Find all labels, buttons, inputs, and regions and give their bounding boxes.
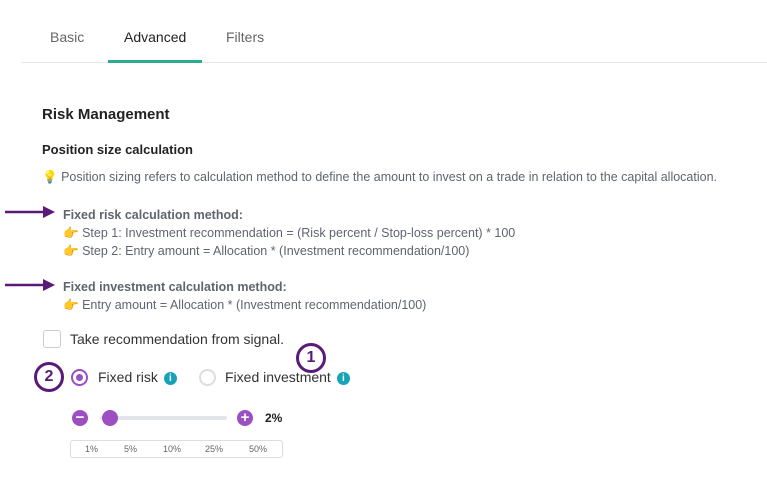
fixed-investment-option[interactable]: Fixed investment i bbox=[225, 369, 350, 385]
slider-thumb[interactable] bbox=[102, 410, 119, 426]
info-icon[interactable]: i bbox=[163, 371, 177, 385]
step-item: 👉 Entry amount = Allocation * (Investmen… bbox=[63, 298, 427, 312]
lightbulb-icon: 💡 bbox=[42, 170, 58, 184]
step-item: 👉 Step 2: Entry amount = Allocation * (I… bbox=[63, 244, 470, 258]
fixed-risk-block: Fixed risk calculation method: 👉 Step 1:… bbox=[63, 206, 515, 260]
preset-50[interactable]: 50% bbox=[249, 444, 268, 454]
info-icon[interactable]: i bbox=[336, 371, 350, 385]
checkbox-label[interactable]: Take recommendation from signal. bbox=[70, 331, 284, 347]
preset-10[interactable]: 10% bbox=[163, 444, 182, 454]
annotation-2: 2 bbox=[34, 362, 64, 392]
decrease-button[interactable]: − bbox=[72, 410, 88, 426]
tab-filters[interactable]: Filters bbox=[226, 29, 265, 45]
preset-bar bbox=[70, 440, 283, 458]
slider-value: 2% bbox=[265, 411, 283, 425]
active-tab-underline bbox=[108, 60, 202, 63]
info-text: Position sizing refers to calculation me… bbox=[61, 170, 718, 184]
radio-fixed-risk[interactable] bbox=[71, 369, 88, 386]
fixed-risk-option[interactable]: Fixed risk i bbox=[98, 369, 177, 385]
preset-1[interactable]: 1% bbox=[85, 444, 99, 454]
fixed-risk-title: Fixed risk calculation method: bbox=[63, 208, 243, 222]
recommendation-checkbox[interactable] bbox=[43, 330, 61, 348]
pointing-hand-icon: 👉 bbox=[63, 244, 79, 258]
tab-divider bbox=[22, 62, 767, 63]
arrow-icon bbox=[5, 206, 55, 218]
tab-basic[interactable]: Basic bbox=[50, 29, 85, 45]
preset-25[interactable]: 25% bbox=[205, 444, 224, 454]
subsection-title: Position size calculation bbox=[42, 142, 193, 157]
tab-advanced[interactable]: Advanced bbox=[124, 29, 187, 45]
arrow-icon bbox=[5, 279, 55, 291]
step-item: 👉 Step 1: Investment recommendation = (R… bbox=[63, 226, 516, 240]
annotation-1: 1 bbox=[296, 343, 326, 373]
radio-fixed-investment[interactable] bbox=[199, 369, 216, 386]
section-title: Risk Management bbox=[42, 106, 170, 123]
preset-5[interactable]: 5% bbox=[124, 444, 138, 454]
fixed-investment-block: Fixed investment calculation method: 👉 E… bbox=[63, 278, 426, 314]
fixed-investment-title: Fixed investment calculation method: bbox=[63, 280, 287, 294]
pointing-hand-icon: 👉 bbox=[63, 298, 79, 312]
pointing-hand-icon: 👉 bbox=[63, 226, 79, 240]
info-line: 💡 Position sizing refers to calculation … bbox=[42, 170, 717, 185]
slider-track[interactable] bbox=[100, 416, 227, 420]
increase-button[interactable]: + bbox=[237, 410, 253, 426]
